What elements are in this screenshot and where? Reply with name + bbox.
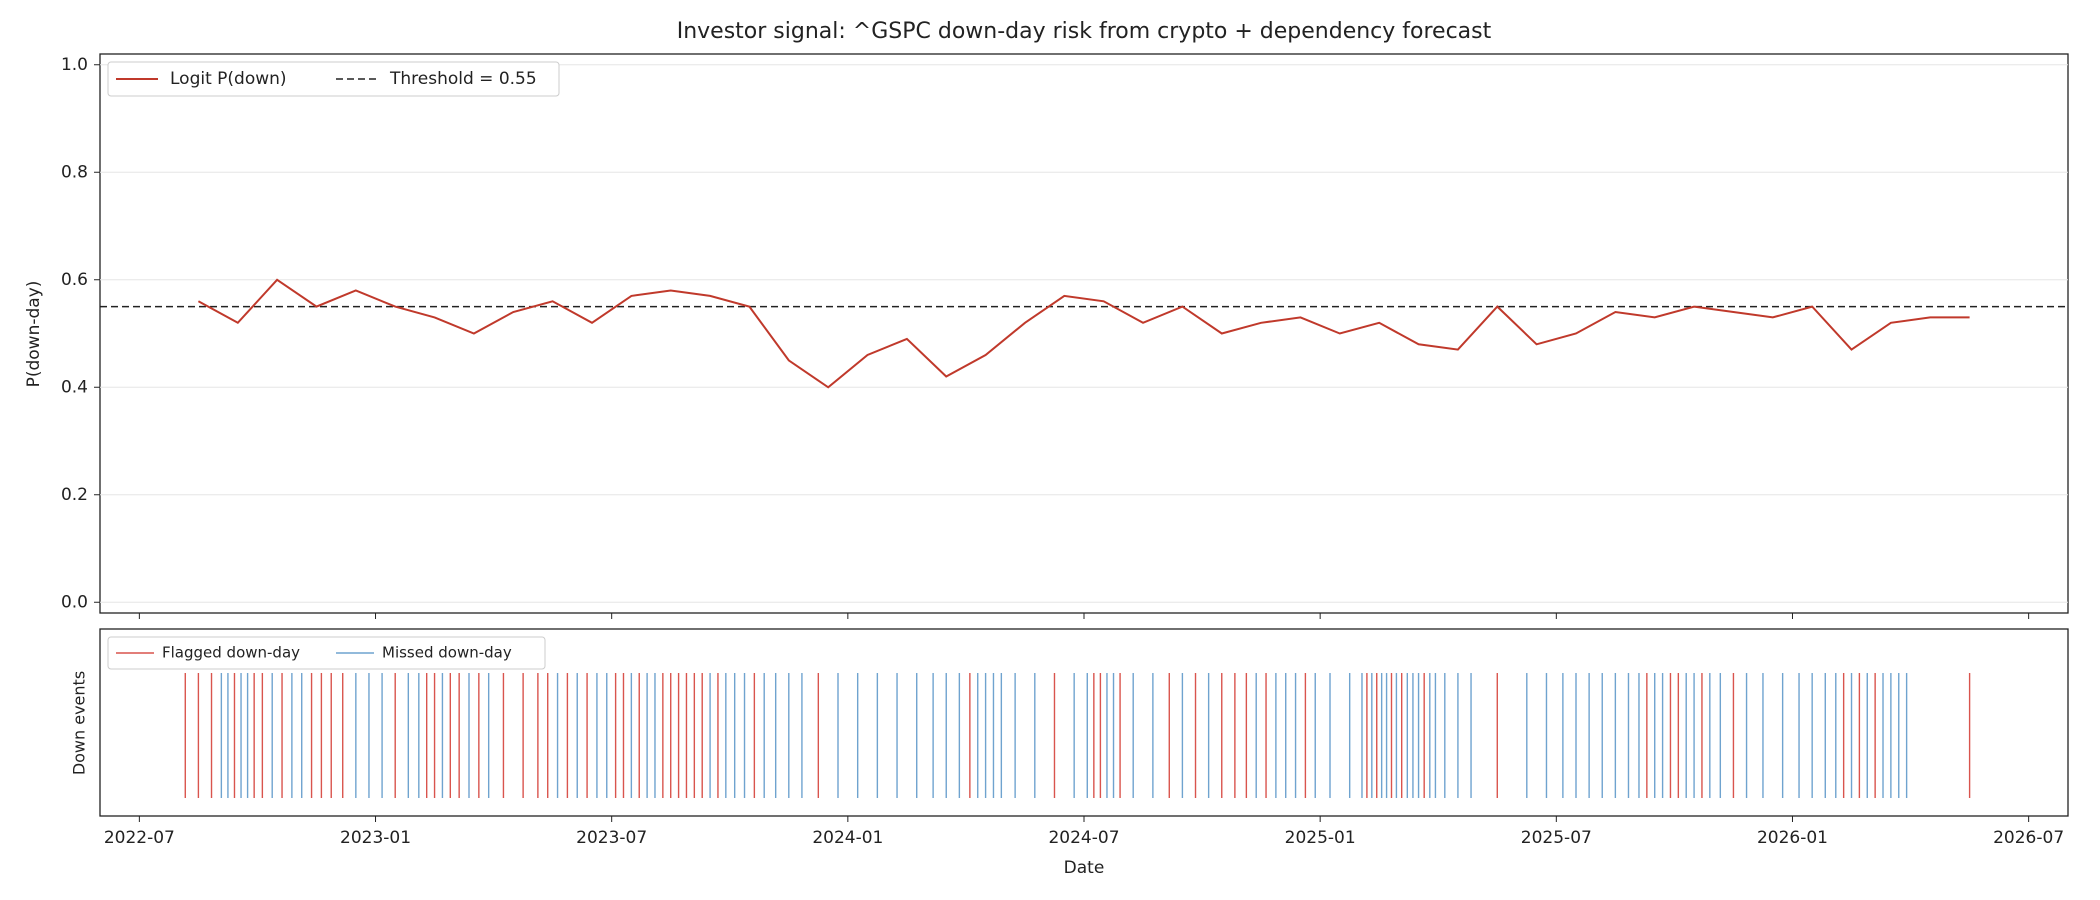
x-tick-label: 2025-01 [1285, 828, 1356, 848]
x-tick-label: 2025-07 [1521, 828, 1592, 848]
x-tick-label: 2026-01 [1757, 828, 1828, 848]
legend-label: Flagged down-day [162, 644, 300, 662]
y-tick-label: 0.6 [61, 270, 88, 290]
y-tick-label: 0.0 [61, 592, 88, 612]
line-series [197, 278, 1970, 389]
top-axes-frame [99, 53, 2069, 614]
y-axis-label: Down events [70, 671, 89, 775]
x-tick-label: 2022-07 [104, 828, 175, 848]
legend-box [107, 636, 546, 670]
x-tick-label: 2024-07 [1048, 828, 1119, 848]
y-tick-label: 0.2 [61, 485, 88, 505]
x-tick-label: 2023-01 [340, 828, 411, 848]
legend-label: Missed down-day [382, 644, 512, 662]
y-tick-label: 0.4 [61, 377, 88, 397]
legend-label: Threshold = 0.55 [389, 69, 537, 89]
y-tick-label: 1.0 [61, 55, 88, 75]
y-axis-label: P(down-day) [24, 281, 44, 388]
legend-label: Logit P(down) [170, 69, 287, 89]
y-tick-label: 0.8 [61, 162, 88, 182]
chart-title: Investor signal: ^GSPC down-day risk fro… [677, 19, 1492, 44]
x-tick-label: 2023-07 [576, 828, 647, 848]
x-axis-label: Date [1064, 858, 1105, 878]
x-tick-label: 2024-01 [812, 828, 883, 848]
x-tick-label: 2026-07 [1993, 828, 2064, 848]
legend-box [107, 61, 560, 97]
